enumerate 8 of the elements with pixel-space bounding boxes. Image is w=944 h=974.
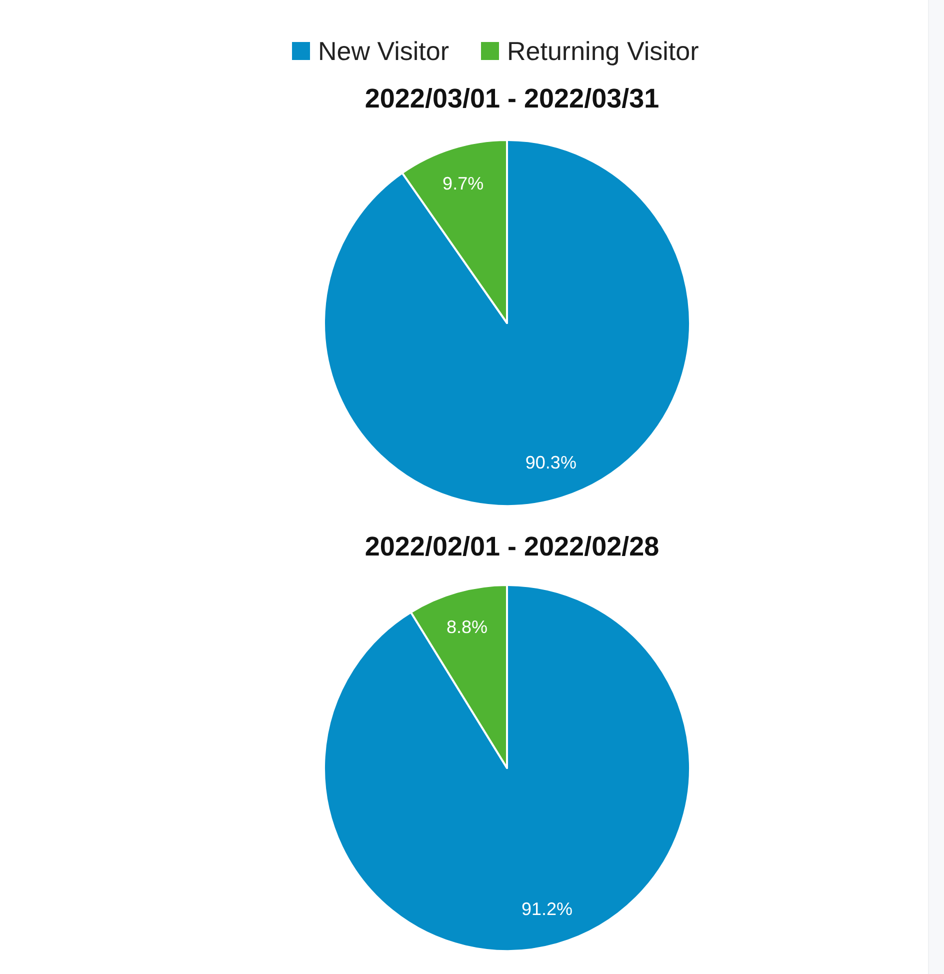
legend-label: New Visitor xyxy=(318,36,450,66)
data-label: 91.2% xyxy=(521,898,572,919)
text: 2022/03/01 - 2022/03/31 xyxy=(364,84,660,114)
chart-title: 2022/02/01 - 2022/02/28 xyxy=(364,532,660,562)
data-label: 9.7% xyxy=(442,173,484,194)
data-label: 8.8% xyxy=(446,617,488,638)
legend-label: Returning Visitor xyxy=(507,36,700,66)
data-label: 90.3% xyxy=(525,452,576,473)
